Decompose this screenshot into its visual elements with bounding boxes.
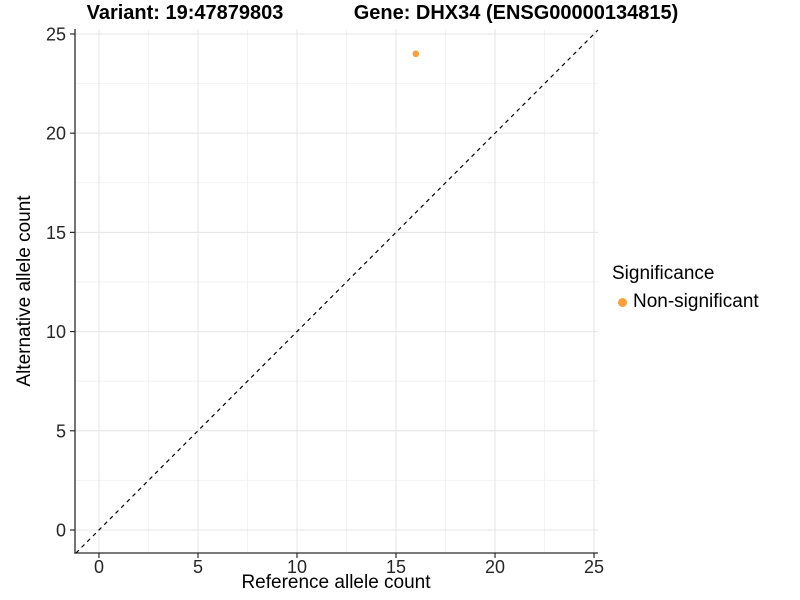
- x-tick-label: 20: [485, 557, 505, 577]
- x-tick-label: 0: [94, 557, 104, 577]
- data-point: [412, 50, 420, 58]
- legend-point-icon: [618, 297, 627, 307]
- legend-item-label: Non-significant: [633, 291, 759, 312]
- x-tick-label: 15: [386, 557, 406, 577]
- x-tick-label: 10: [287, 557, 307, 577]
- y-tick-label: 0: [56, 520, 66, 540]
- x-tick-label: 25: [584, 557, 604, 577]
- title-variant: Variant: 19:47879803: [86, 2, 284, 24]
- y-tick-label: 25: [46, 24, 66, 44]
- x-axis-title: Reference allele count: [241, 572, 431, 593]
- y-tick-label: 5: [56, 421, 66, 441]
- title-gene: Gene: DHX34 (ENSG00000134815): [353, 2, 679, 24]
- identity-reference-line: [75, 29, 599, 554]
- legend-item: Non-significant: [618, 291, 759, 313]
- legend: Significance Non-significant: [612, 263, 759, 313]
- x-tick-label: 5: [193, 557, 203, 577]
- y-tick-label: 15: [46, 223, 66, 243]
- y-tick-label: 10: [46, 322, 66, 342]
- y-tick-label: 20: [46, 124, 66, 144]
- legend-title: Significance: [612, 263, 715, 284]
